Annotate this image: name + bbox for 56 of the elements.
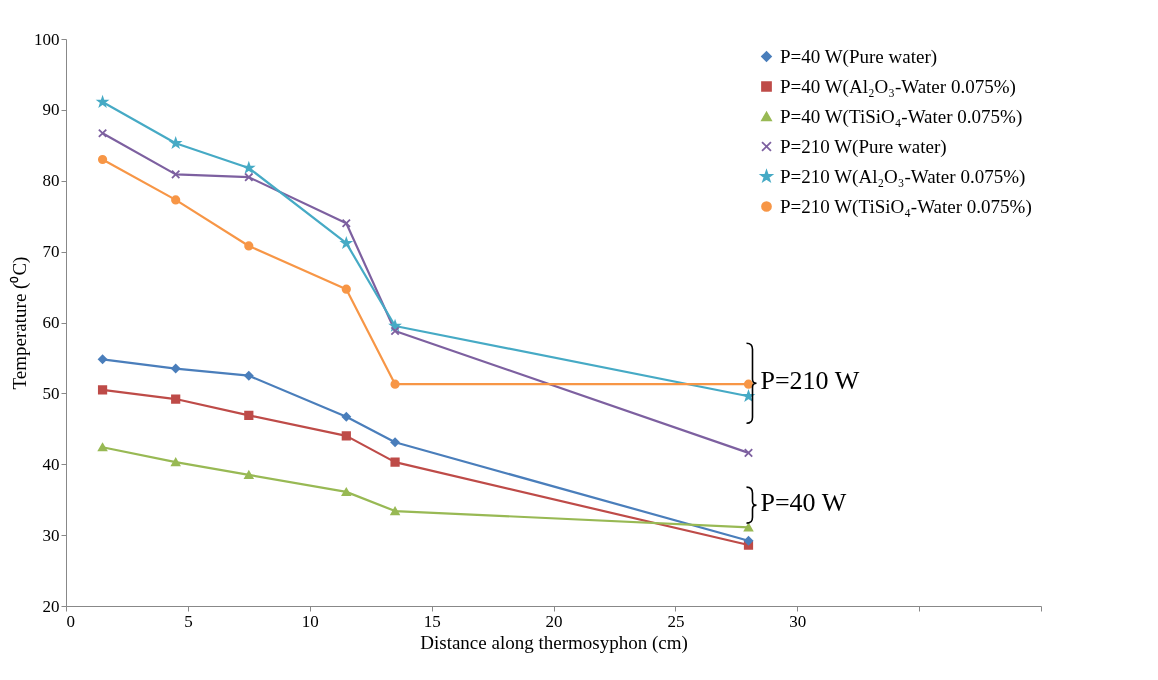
y-tick-label: 70: [42, 242, 60, 262]
y-tick-label: 30: [42, 525, 60, 545]
y-tick-label: 80: [42, 171, 60, 191]
point: [244, 371, 254, 381]
point: [244, 410, 254, 420]
y-tick-label: 50: [42, 383, 60, 403]
legend-label: P=40 W(Pure water): [780, 45, 938, 68]
point: [743, 448, 754, 458]
x-axis-title: Distance along thermosyphon (cm): [420, 631, 688, 654]
point: [244, 470, 254, 479]
point: [341, 218, 351, 228]
y-axis-title: Temperature (⁰C): [9, 256, 31, 390]
point: [743, 523, 754, 532]
point: [97, 443, 108, 452]
point: [97, 154, 108, 165]
point: [341, 284, 351, 294]
legend-label: P=40 W(TiSiO₄-Water 0.075%): [780, 105, 1023, 128]
legend-label: P=40 W(Al₂O₃-Water 0.075%): [780, 75, 1016, 98]
point: [244, 241, 254, 251]
x-tick-label: 20: [545, 611, 563, 631]
point: [97, 128, 108, 138]
y-tick-label: 20: [42, 596, 60, 616]
point: [390, 379, 400, 389]
point: [171, 195, 181, 205]
annotation: P=40 W: [760, 488, 847, 518]
y-tick-label: 60: [42, 313, 60, 332]
x-tick-label: 5: [184, 611, 193, 631]
legend-label: P=210 W(Al₂O₃-Water 0.075%): [780, 165, 1026, 188]
point: [244, 172, 254, 182]
point: [743, 379, 754, 389]
legend-label: P=210 W(Pure water): [780, 135, 947, 158]
point: [97, 354, 108, 364]
point: [389, 320, 401, 331]
y-tick-label: 100: [34, 29, 60, 49]
annotation: P=210 W: [760, 366, 860, 396]
y-tick-label: 90: [42, 100, 60, 120]
point: [743, 536, 754, 546]
x-tick-label: 15: [423, 611, 441, 631]
point: [171, 394, 181, 404]
point: [390, 457, 400, 467]
y-tick-label: 40: [42, 454, 60, 474]
point: [97, 385, 108, 395]
x-tick-label: 25: [667, 611, 685, 631]
x-tick-label: 10: [301, 611, 319, 631]
point: [171, 169, 181, 179]
point: [341, 431, 351, 441]
point: [390, 506, 400, 516]
point: [171, 363, 181, 374]
legend-label: P=210 W(TiSiO₄-Water 0.075%): [780, 195, 1032, 218]
x-tick-label: 30: [789, 611, 807, 631]
point: [341, 412, 351, 422]
point: [390, 326, 400, 336]
point: [341, 487, 351, 496]
point: [390, 437, 400, 447]
point: [171, 458, 181, 467]
x-tick-label: 0: [66, 611, 75, 631]
